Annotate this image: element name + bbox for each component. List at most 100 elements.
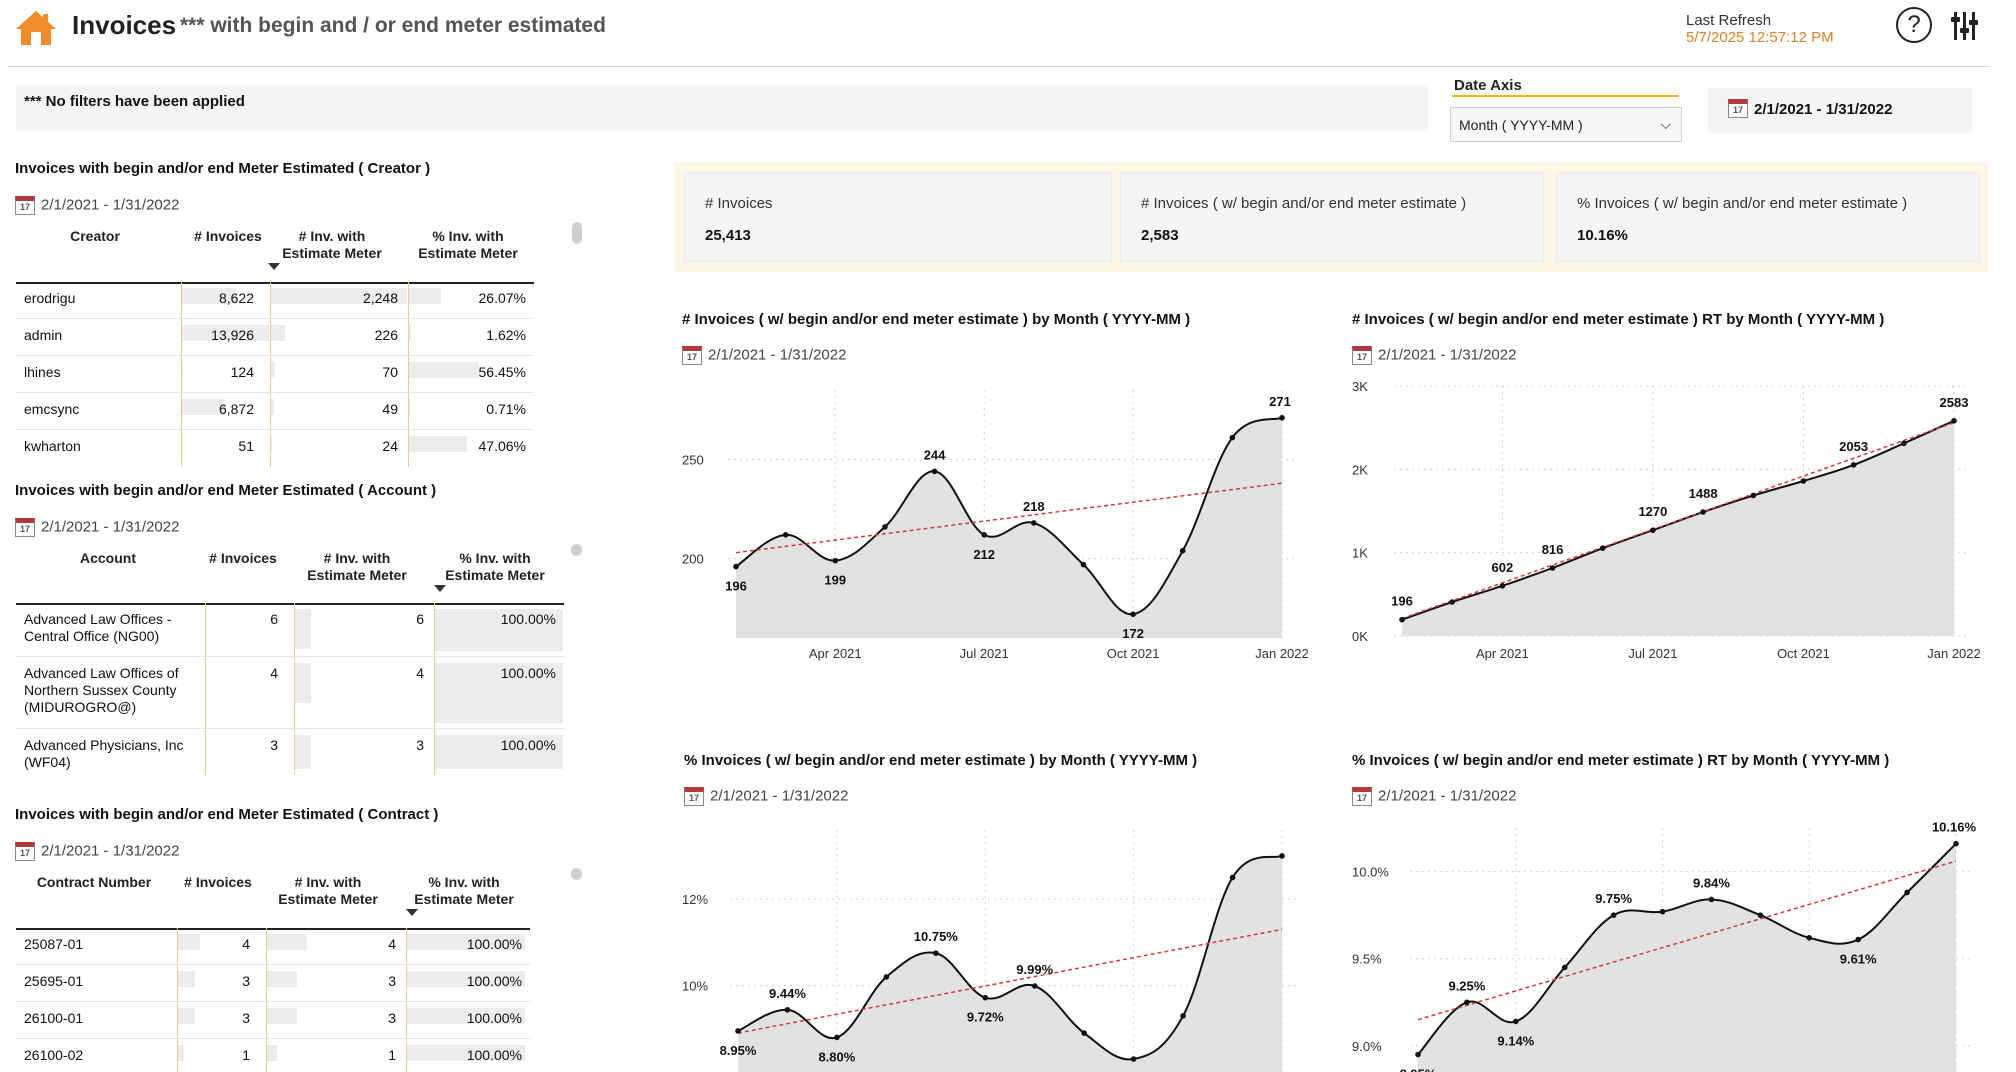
data-label: 2583 (1940, 395, 1969, 410)
contract-estimate-col-header[interactable]: # Inv. with Estimate Meter (278, 874, 378, 907)
contract-table-row[interactable]: 26100-02 1 1 100.00% (16, 1039, 530, 1072)
column-divider (270, 319, 271, 356)
creator-scrollbar[interactable] (572, 222, 582, 244)
contract-pct-col-header[interactable]: % Inv. with Estimate Meter (414, 874, 514, 907)
data-label: 602 (1492, 560, 1514, 575)
invoices-cell: 4 (242, 936, 250, 952)
invoices-by-month-chart[interactable]: 200 250 Apr 2021 Jul 2021 Oct 2021 Jan 2022 19… (676, 380, 1316, 670)
invoices-cell: 51 (238, 438, 254, 454)
data-point (1279, 853, 1285, 859)
pct-cell: 0.71% (486, 401, 526, 417)
pct-cell: 100.00% (500, 611, 556, 627)
contract-table-row[interactable]: 26100-01 3 3 100.00% (16, 1002, 530, 1039)
chart-2-title: # Invoices ( w/ begin and/or end meter e… (1352, 311, 1885, 328)
chart-1-title: # Invoices ( w/ begin and/or end meter e… (682, 311, 1191, 328)
kpi-value: 25,413 (705, 227, 751, 244)
estimate-cell: 3 (416, 737, 424, 753)
pct-invoices-rt-by-month-chart[interactable]: 9.0% 9.5% 10.0% 8.95% 9.25% 9.14% 9.75% 9.84% 9.… (1346, 820, 1992, 1072)
data-point (1953, 840, 1959, 847)
contract-table-row[interactable]: 25695-01 3 3 100.00% (16, 965, 530, 1002)
account-table-row[interactable]: Advanced Law Offices of Northern Sussex … (16, 657, 564, 729)
account-estimate-col-header[interactable]: # Inv. with Estimate Meter (307, 550, 407, 583)
chart-4-date-value: 2/1/2021 - 1/31/2022 (1378, 787, 1517, 805)
account-table-row[interactable]: Advanced Law Offices - Central Office (N… (16, 603, 564, 657)
chart-3-title: % Invoices ( w/ begin and/or end meter e… (684, 752, 1198, 769)
contract-invoices-col-header[interactable]: # Invoices (184, 874, 252, 890)
pct-bar (409, 362, 479, 378)
contract-table-row[interactable]: 25087-01 4 4 100.00% (16, 928, 530, 965)
settings-button[interactable] (1950, 10, 1980, 42)
invoices-cell: 4 (270, 665, 278, 681)
invoices-cell: 3 (270, 737, 278, 753)
contract-table-title: Invoices with begin and/or end Meter Est… (15, 806, 439, 823)
chart-3-date-value: 2/1/2021 - 1/31/2022 (710, 787, 849, 805)
creator-pct-col-header[interactable]: % Inv. with Estimate Meter (418, 228, 518, 261)
account-table-row[interactable]: Advanced Physicians, Inc (WF04) 3 3 100.00% (16, 729, 564, 775)
estimate-bar (295, 609, 311, 649)
column-divider (181, 430, 182, 467)
data-point (1130, 1056, 1137, 1062)
x-tick-label: Apr 2021 (809, 646, 862, 661)
estimate-cell: 49 (382, 401, 398, 417)
column-divider (266, 965, 267, 1002)
invoices-rt-by-month-chart[interactable]: 0K 1K 2K 3K Apr 2021 Jul 2021 Oct 2021 Jan 2022… (1346, 380, 1992, 670)
data-point (1229, 434, 1236, 441)
data-point (1708, 896, 1715, 903)
creator-table-row[interactable]: kwharton 51 24 47.06% (16, 430, 534, 467)
series-line (1417, 842, 1957, 1056)
sort-desc-icon[interactable] (406, 909, 418, 916)
creator-table-row[interactable]: lhines 124 70 56.45% (16, 356, 534, 393)
data-point (981, 532, 987, 538)
sort-desc-icon[interactable] (268, 263, 280, 270)
pct-bar (435, 609, 563, 651)
column-divider (177, 965, 178, 1002)
help-button[interactable]: ? (1896, 7, 1932, 43)
data-label: 10.75% (914, 929, 959, 944)
date-range-slicer[interactable]: 17 2/1/2021 - 1/31/2022 (1708, 88, 1972, 133)
area-fill (736, 417, 1282, 638)
data-point (1464, 999, 1470, 1006)
creator-estimate-col-header[interactable]: # Inv. with Estimate Meter (282, 228, 382, 261)
data-point (1700, 509, 1706, 515)
trend-line (737, 928, 1283, 1034)
home-button[interactable] (14, 8, 58, 48)
row-separator (16, 728, 564, 729)
column-divider (406, 1002, 407, 1039)
invoices-cell: 8,622 (218, 290, 254, 306)
data-label: 244 (924, 447, 946, 462)
pct-bar (407, 1045, 525, 1061)
data-point (933, 950, 939, 956)
creator-table-row[interactable]: emcsync 6,872 49 0.71% (16, 393, 534, 430)
creator-invoices-col-header[interactable]: # Invoices (194, 228, 262, 244)
account-scrollbar[interactable] (571, 544, 582, 556)
contract-scrollbar[interactable] (571, 868, 582, 880)
data-label: 172 (1122, 626, 1144, 641)
creator-col-header[interactable]: Creator (70, 228, 120, 244)
x-tick-label: Oct 2021 (1107, 646, 1160, 661)
invoices-bar (178, 1008, 195, 1024)
account-pct-col-header[interactable]: % Inv. with Estimate Meter (445, 550, 545, 583)
column-divider (181, 356, 182, 393)
sort-desc-icon[interactable] (434, 585, 446, 592)
column-divider (177, 1039, 178, 1072)
column-divider (434, 603, 435, 657)
account-col-header[interactable]: Account (80, 550, 136, 566)
estimate-cell: 2,248 (362, 290, 398, 306)
invoices-bar (178, 1045, 184, 1061)
row-separator (16, 429, 534, 430)
date-axis-dropdown[interactable]: Month ( YYYY-MM ) ⌵ (1450, 107, 1682, 142)
creator-table-row[interactable]: erodrigu 8,622 2,248 26.07% (16, 282, 534, 319)
data-label: 196 (725, 579, 747, 594)
column-divider (270, 393, 271, 430)
date-range-value: 2/1/2021 - 1/31/2022 (1754, 101, 1893, 118)
account-invoices-col-header[interactable]: # Invoices (209, 550, 277, 566)
pct-invoices-by-month-chart[interactable]: 10%12%8.95%9.44%8.80%10.75%9.72%9.99%8.3… (676, 820, 1316, 1072)
creator-table-row[interactable]: admin 13,926 226 1.62% (16, 319, 534, 356)
contract-col-header[interactable]: Contract Number (36, 874, 152, 890)
estimate-cell: 4 (416, 665, 424, 681)
y-tick-label: 10.0% (1352, 865, 1389, 880)
column-divider (266, 928, 267, 965)
column-divider (408, 319, 409, 356)
account-table-title: Invoices with begin and/or end Meter Est… (15, 482, 437, 499)
data-point (733, 563, 739, 570)
